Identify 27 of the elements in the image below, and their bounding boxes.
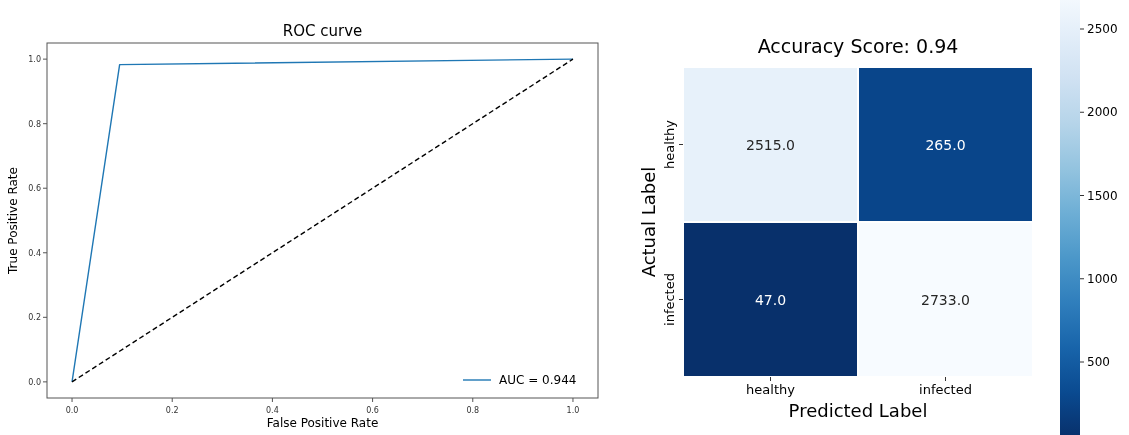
x-tick-label: 0.0 <box>65 406 79 415</box>
data-label: 2515.0 <box>746 136 795 153</box>
chart-title: Accuracy Score: 0.94 <box>757 35 959 57</box>
legend-label: AUC = 0.944 <box>499 373 577 387</box>
color-bar-label: 1000 <box>1087 271 1118 286</box>
chart-title: ROC curve <box>282 22 363 40</box>
y-tick-label: 0.4 <box>28 248 41 258</box>
y-tick-label: 0.2 <box>28 313 41 323</box>
y-tick-label: 0.6 <box>28 184 41 194</box>
color-bar-label: 2500 <box>1087 22 1118 36</box>
x-tick-label: 1.0 <box>566 406 580 415</box>
y-tick-label: 1.0 <box>28 55 41 65</box>
data-label: 2733.0 <box>921 291 970 308</box>
x-axis-title: False Positive Rate <box>266 416 379 430</box>
x-axis-title: Predicted Label <box>788 400 928 421</box>
color-bar-label: 2000 <box>1087 105 1118 120</box>
x-tick-label: 0.6 <box>366 406 379 415</box>
y-tick-label: 0.8 <box>28 119 41 129</box>
color-bar-label: 1500 <box>1087 188 1118 203</box>
x-tick-label: 0.8 <box>466 406 480 415</box>
y-axis-title: Actual Label <box>638 166 659 278</box>
color-bar-label: 500 <box>1087 355 1110 369</box>
x-tick-label: 0.2 <box>165 406 179 415</box>
data-label: 47.0 <box>754 291 787 308</box>
y-axis-title: True Positive Rate <box>6 167 20 275</box>
x-tick-label: 0.4 <box>266 406 279 415</box>
data-label: 265.0 <box>925 136 966 153</box>
